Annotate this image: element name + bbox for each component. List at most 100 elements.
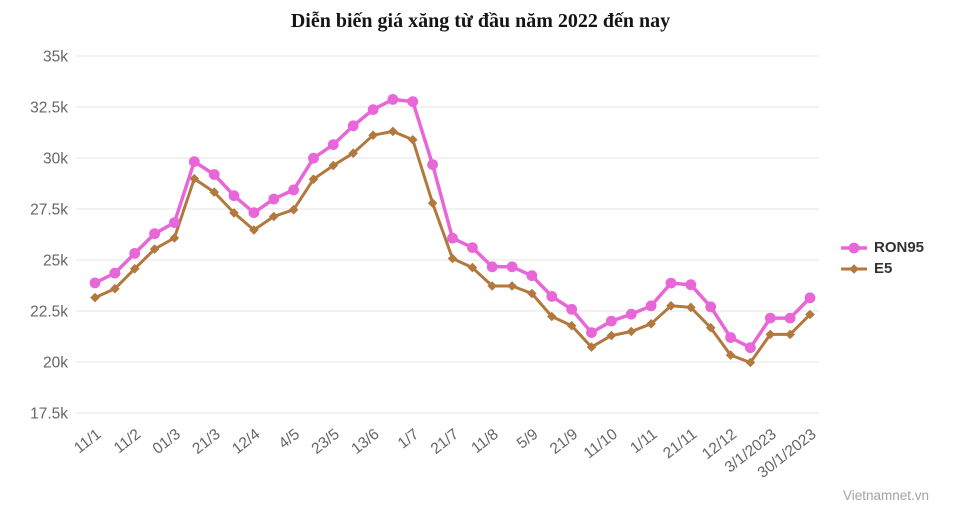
series-ron95-point[interactable] (407, 96, 419, 107)
series-ron95-point[interactable] (427, 159, 438, 171)
x-axis-tick-label: 13/6 (348, 426, 382, 458)
series-ron95-point[interactable] (665, 277, 677, 289)
y-axis-tick-label: 22.5k (30, 304, 68, 321)
series-e5-point[interactable] (328, 160, 339, 171)
series-ron95-point[interactable] (169, 217, 180, 229)
series-ron95-point[interactable] (288, 184, 299, 196)
series-ron95-point[interactable] (546, 291, 558, 302)
series-ron95-point[interactable] (705, 301, 717, 313)
series-e5-point[interactable] (447, 253, 458, 264)
series-ron95-point[interactable] (625, 308, 637, 320)
series-e5-point[interactable] (785, 329, 795, 340)
y-axis-tick-label: 27.5k (30, 202, 68, 219)
series-e5-point[interactable] (805, 309, 815, 320)
series-e5-point[interactable] (547, 311, 557, 322)
series-ron95-point[interactable] (367, 104, 379, 115)
series-ron95-point[interactable] (526, 270, 538, 282)
series-ron95-point[interactable] (327, 139, 339, 151)
series-ron95-point[interactable] (486, 261, 498, 273)
series-e5-point[interactable] (666, 301, 676, 311)
series-ron95-point[interactable] (387, 94, 399, 105)
x-axis-tick-label: 1/11 (627, 426, 660, 457)
series-e5-point[interactable] (129, 264, 140, 274)
series-e5-point[interactable] (527, 288, 537, 299)
x-axis-tick-label: 21/9 (547, 426, 581, 458)
legend-label-ron95: RON95 (874, 239, 925, 256)
series-ron95-point[interactable] (566, 303, 578, 315)
x-axis-tick-label: 11/1 (71, 426, 104, 457)
legend-marker-circle-icon (841, 242, 867, 254)
chart-title: Diễn biến giá xăng từ đầu năm 2022 đến n… (290, 10, 671, 32)
series-e5-point[interactable] (288, 204, 299, 215)
y-axis-tick-label: 30k (43, 151, 68, 168)
series-e5-point[interactable] (586, 342, 597, 352)
series-ron95-point[interactable] (804, 292, 816, 304)
series-ron95-point[interactable] (308, 152, 319, 164)
x-axis-tick-label: 11/2 (111, 426, 144, 457)
series-ron95-point[interactable] (89, 277, 101, 289)
legend-item-e5[interactable]: E5 (840, 259, 924, 279)
series-e5-point[interactable] (745, 357, 756, 368)
x-axis-tick-label: 23/5 (309, 426, 343, 458)
series-e5-point[interactable] (268, 211, 279, 222)
series-ron95-point[interactable] (745, 342, 756, 354)
series-ron95-point[interactable] (149, 228, 161, 240)
series-ron95-point[interactable] (645, 300, 657, 312)
y-axis-tick-label: 32.5k (30, 100, 68, 117)
series-e5-point[interactable] (149, 244, 160, 254)
x-axis-tick-label: 11/10 (581, 426, 621, 463)
series-e5-point[interactable] (388, 126, 398, 137)
series-e5-point[interactable] (229, 208, 239, 218)
legend-item-ron95[interactable]: RON95 (840, 238, 924, 258)
series-ron95-point[interactable] (784, 312, 796, 324)
series-e5-point[interactable] (646, 319, 656, 329)
series-ron95-point[interactable] (208, 169, 220, 180)
series-e5-point[interactable] (686, 302, 696, 313)
series-e5-point[interactable] (90, 292, 100, 303)
y-axis-tick-label: 35k (43, 49, 68, 66)
series-ron95-point[interactable] (586, 327, 597, 338)
series-ron95-point[interactable] (447, 232, 458, 244)
watermark: Vietnamnet.vn (843, 488, 930, 503)
series-ron95-point[interactable] (764, 312, 776, 324)
series-e5-point[interactable] (626, 326, 637, 337)
series-e5-point[interactable] (725, 350, 736, 360)
series-e5-point[interactable] (507, 281, 517, 291)
series-e5-point[interactable] (209, 187, 219, 197)
series-ron95-point[interactable] (129, 248, 141, 259)
series-ron95-point[interactable] (606, 315, 617, 327)
series-e5-point[interactable] (566, 320, 577, 331)
series-ron95-point[interactable] (506, 261, 518, 273)
series-ron95-point[interactable] (467, 242, 478, 254)
series-e5-point[interactable] (427, 198, 438, 208)
series-ron95-point[interactable] (268, 193, 280, 205)
series-e5-point[interactable] (348, 148, 358, 158)
x-axis-tick-label: 4/5 (276, 426, 303, 453)
series-e5-point[interactable] (606, 330, 617, 341)
series-e5-point[interactable] (408, 135, 418, 145)
series-e5-point[interactable] (765, 329, 776, 340)
series-e5-point[interactable] (249, 225, 259, 235)
series-e5-point[interactable] (110, 283, 120, 294)
x-axis-tick-label: 12/4 (229, 426, 264, 458)
series-e5-point[interactable] (705, 322, 716, 333)
series-e5-point[interactable] (169, 233, 180, 243)
series-ron95-point[interactable] (188, 156, 200, 168)
series-ron95-point[interactable] (109, 267, 121, 279)
series-e5-point[interactable] (467, 262, 478, 273)
x-axis-tick-label: 21/11 (660, 426, 700, 463)
series-ron95-point[interactable] (725, 332, 736, 343)
series-e5-point[interactable] (487, 281, 497, 291)
series-ron95-point[interactable] (685, 279, 697, 291)
series-e5-point[interactable] (189, 173, 200, 184)
series-e5-point[interactable] (308, 174, 319, 184)
y-axis-tick-label: 17.5k (30, 406, 68, 423)
series-ron95-point[interactable] (347, 120, 359, 132)
series-e5-point[interactable] (368, 130, 378, 140)
legend-marker-diamond-icon (841, 264, 867, 274)
series-ron95-point[interactable] (248, 207, 260, 219)
legend: RON95 E5 (840, 238, 924, 279)
series-line-ron95 (93, 97, 812, 350)
series-ron95-point[interactable] (228, 190, 240, 202)
